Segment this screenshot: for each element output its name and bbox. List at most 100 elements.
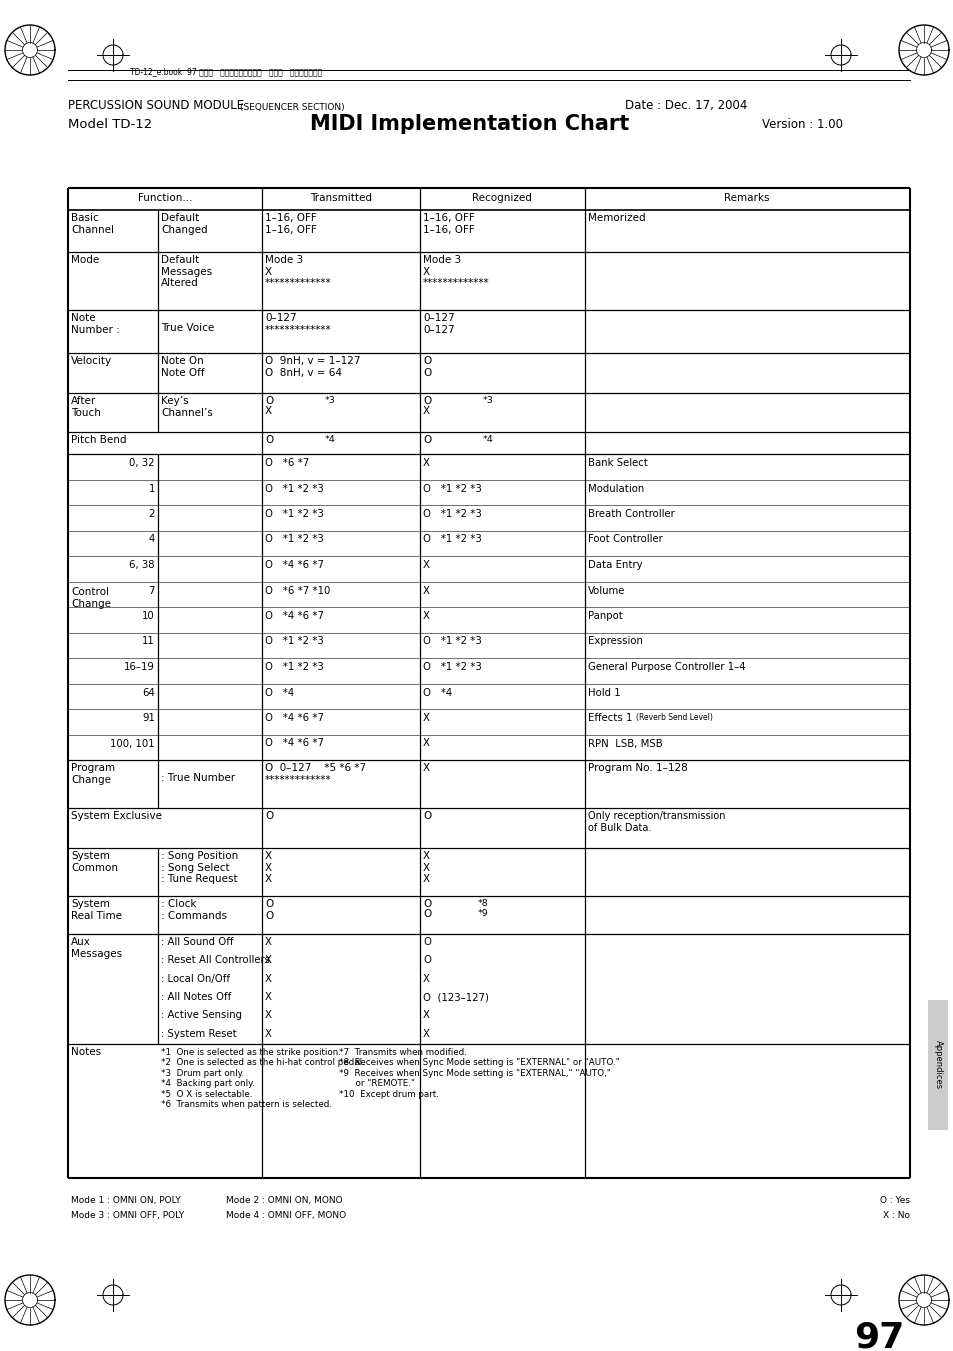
Text: Mode 4 : OMNI OFF, MONO: Mode 4 : OMNI OFF, MONO — [226, 1210, 346, 1220]
Text: Volume: Volume — [587, 585, 625, 596]
Text: X: X — [422, 458, 430, 467]
Text: X: X — [265, 407, 272, 416]
Text: O
O: O O — [422, 357, 431, 377]
Text: : System Reset: : System Reset — [161, 1028, 236, 1039]
Text: Panpot: Panpot — [587, 611, 622, 621]
Text: O: O — [422, 811, 431, 821]
Text: O: O — [422, 955, 431, 966]
Text: Notes: Notes — [71, 1047, 101, 1056]
Text: O   *1 *2 *3: O *1 *2 *3 — [422, 636, 481, 647]
Text: Modulation: Modulation — [587, 484, 643, 493]
Text: O: O — [265, 811, 273, 821]
Text: *8: *8 — [477, 898, 488, 908]
Text: X: X — [265, 992, 272, 1002]
Text: X: X — [422, 1028, 430, 1039]
Text: O   *4 *6 *7: O *4 *6 *7 — [265, 561, 324, 570]
Text: : Song Position
: Song Select
: Tune Request: : Song Position : Song Select : Tune Req… — [161, 851, 238, 884]
Text: X: X — [422, 739, 430, 748]
Text: Model TD-12: Model TD-12 — [68, 118, 152, 131]
Text: O: O — [422, 396, 431, 407]
Text: True Voice: True Voice — [161, 323, 214, 332]
Text: Function...: Function... — [137, 193, 193, 203]
Text: 10: 10 — [142, 611, 154, 621]
Text: Aux
Messages: Aux Messages — [71, 938, 122, 959]
Text: *4: *4 — [325, 435, 335, 444]
Text: Program No. 1–128: Program No. 1–128 — [587, 763, 687, 773]
Text: TD-12_e.book  97 ページ   ２０５年２月１８日   金曜日   午後６時３９分: TD-12_e.book 97 ページ ２０５年２月１８日 金曜日 午後６時３９… — [130, 68, 322, 77]
Text: 1–16, OFF
1–16, OFF: 1–16, OFF 1–16, OFF — [422, 213, 475, 235]
Text: X: X — [422, 407, 430, 416]
Text: Basic
Channel: Basic Channel — [71, 213, 113, 235]
Text: O   *4: O *4 — [422, 688, 452, 697]
Text: (SEQUENCER SECTION): (SEQUENCER SECTION) — [240, 103, 344, 112]
Text: O   *4: O *4 — [265, 688, 294, 697]
Text: O: O — [422, 938, 431, 947]
Text: Transmitted: Transmitted — [310, 193, 372, 203]
Text: 100, 101: 100, 101 — [111, 739, 154, 748]
Text: Memorized: Memorized — [587, 213, 645, 223]
Text: *3: *3 — [325, 396, 335, 405]
Text: X: X — [422, 974, 430, 984]
Text: Mode 2 : OMNI ON, MONO: Mode 2 : OMNI ON, MONO — [226, 1196, 342, 1205]
Text: O   *1 *2 *3: O *1 *2 *3 — [265, 509, 323, 519]
Text: O: O — [422, 909, 431, 919]
Text: PERCUSSION SOUND MODULE: PERCUSSION SOUND MODULE — [68, 99, 248, 112]
Text: Hold 1: Hold 1 — [587, 688, 620, 697]
Text: General Purpose Controller 1–4: General Purpose Controller 1–4 — [587, 662, 745, 671]
Text: 7: 7 — [149, 585, 154, 596]
Text: Only reception/transmission
of Bulk Data.: Only reception/transmission of Bulk Data… — [587, 811, 724, 832]
Text: X: X — [265, 1011, 272, 1020]
Text: Bank Select: Bank Select — [587, 458, 647, 467]
Text: Foot Controller: Foot Controller — [587, 535, 662, 544]
Text: O   *4 *6 *7: O *4 *6 *7 — [265, 713, 324, 723]
Text: Default
Changed: Default Changed — [161, 213, 208, 235]
Text: *3: *3 — [482, 396, 494, 405]
Text: O   *6 *7 *10: O *6 *7 *10 — [265, 585, 330, 596]
Text: Mode 3 : OMNI OFF, POLY: Mode 3 : OMNI OFF, POLY — [71, 1210, 184, 1220]
Text: 0–127
0–127: 0–127 0–127 — [422, 313, 455, 335]
Text: O
O: O O — [265, 898, 273, 920]
Text: *7  Transmits when modified.
*8  Receives when Sync Mode setting is "EXTERNAL" o: *7 Transmits when modified. *8 Receives … — [338, 1048, 619, 1098]
Text: 0, 32: 0, 32 — [130, 458, 154, 467]
Text: 0–127
*************: 0–127 ************* — [265, 313, 332, 335]
Text: O   *1 *2 *3: O *1 *2 *3 — [422, 509, 481, 519]
Text: O : Yes: O : Yes — [879, 1196, 909, 1205]
Text: O   *6 *7: O *6 *7 — [265, 458, 309, 467]
Text: Expression: Expression — [587, 636, 642, 647]
Text: X : No: X : No — [882, 1210, 909, 1220]
Text: X: X — [422, 561, 430, 570]
Text: X: X — [422, 585, 430, 596]
Text: Pitch Bend: Pitch Bend — [71, 435, 127, 444]
Text: : Local On/Off: : Local On/Off — [161, 974, 230, 984]
Text: O: O — [422, 435, 431, 444]
Text: 1–16, OFF
1–16, OFF: 1–16, OFF 1–16, OFF — [265, 213, 316, 235]
Text: 97: 97 — [854, 1320, 904, 1351]
Text: After
Touch: After Touch — [71, 396, 101, 417]
Text: Recognized: Recognized — [472, 193, 532, 203]
Text: 64: 64 — [142, 688, 154, 697]
Text: Remarks: Remarks — [723, 193, 769, 203]
Text: 16–19: 16–19 — [124, 662, 154, 671]
Text: X: X — [265, 938, 272, 947]
Text: O: O — [265, 396, 273, 407]
Text: O: O — [265, 435, 273, 444]
Text: Control
Change: Control Change — [71, 586, 111, 608]
Text: Mode 1 : OMNI ON, POLY: Mode 1 : OMNI ON, POLY — [71, 1196, 180, 1205]
Text: 11: 11 — [142, 636, 154, 647]
Text: O   *4 *6 *7: O *4 *6 *7 — [265, 739, 324, 748]
Text: X: X — [422, 1011, 430, 1020]
Text: Program
Change: Program Change — [71, 763, 115, 785]
Text: Effects 1: Effects 1 — [587, 713, 635, 723]
Text: O  9nH, v = 1–127
O  8nH, v = 64: O 9nH, v = 1–127 O 8nH, v = 64 — [265, 357, 360, 377]
Text: X: X — [265, 1028, 272, 1039]
Text: X: X — [422, 763, 430, 773]
Text: Breath Controller: Breath Controller — [587, 509, 674, 519]
Text: X: X — [422, 611, 430, 621]
Text: : Clock
: Commands: : Clock : Commands — [161, 898, 227, 920]
Text: O   *1 *2 *3: O *1 *2 *3 — [265, 662, 323, 671]
Text: MIDI Implementation Chart: MIDI Implementation Chart — [310, 113, 629, 134]
Text: : All Sound Off: : All Sound Off — [161, 938, 233, 947]
Text: 6, 38: 6, 38 — [130, 561, 154, 570]
Text: Data Entry: Data Entry — [587, 561, 642, 570]
Text: Velocity: Velocity — [71, 357, 112, 366]
